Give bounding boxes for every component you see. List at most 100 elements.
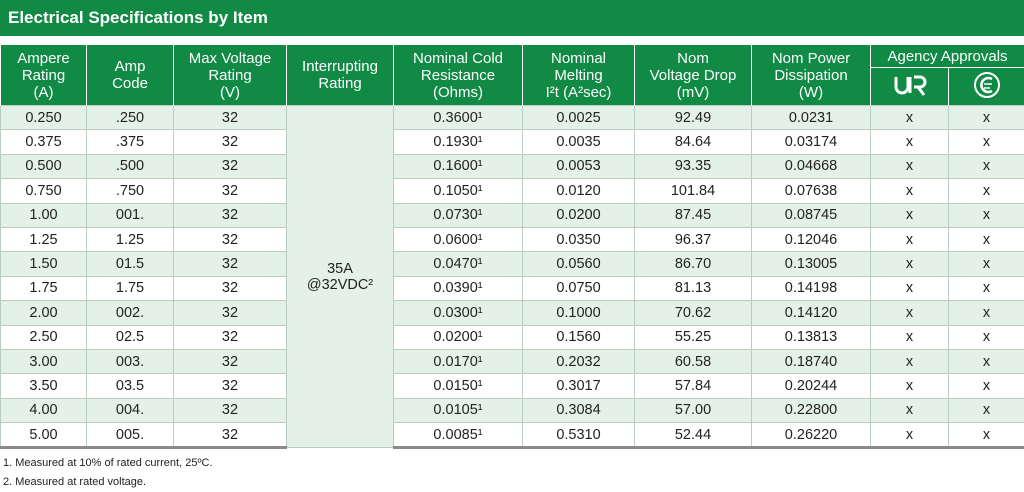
cell: x [870, 373, 949, 399]
cell: x [947, 300, 1024, 326]
column-header: Nominal Melting I²t (A²sec) [522, 45, 635, 106]
cell: 1.25 [86, 226, 174, 253]
cell: x [947, 178, 1024, 204]
cell: 0.14198 [751, 275, 871, 302]
cell: 0.1000 [522, 300, 635, 326]
table-row: 0.250.250 32 35A @32VDC² 0.3600¹ 0.0025 92.49 0… [0, 104, 1024, 449]
cell: 0.250 [0, 104, 87, 131]
cell: 0.0231 [751, 104, 871, 131]
cell: 93.35 [634, 153, 752, 180]
header-row [1, 67, 1024, 106]
cell: 0.13813 [751, 324, 871, 350]
cell: 0.500 [0, 153, 87, 180]
cell: 0.750 [0, 178, 87, 204]
cell: 32 [173, 422, 287, 450]
cell: 52.44 [634, 422, 752, 450]
cell: 0.08745 [751, 202, 871, 228]
header-line: (Ohms) [433, 83, 483, 101]
cell: 0.0350 [522, 226, 635, 253]
cell: x [947, 129, 1024, 155]
cell: x [870, 226, 949, 253]
cell: 0.0730¹ [393, 202, 523, 228]
cell: .500 [86, 153, 174, 180]
cell: x [870, 275, 949, 302]
cell: 002. [86, 300, 174, 326]
cell: x [870, 251, 949, 277]
cell: 32 [173, 324, 287, 350]
cell: .750 [86, 178, 174, 204]
cell: 0.0200 [522, 202, 635, 228]
cell: 57.84 [634, 373, 752, 399]
cell: x [947, 324, 1024, 350]
header-line: (V) [220, 83, 240, 101]
cell: 2.00 [0, 300, 87, 326]
cell: 57.00 [634, 397, 752, 424]
cell: 3.50 [0, 373, 87, 399]
cell: 0.0750 [522, 275, 635, 302]
cell: 32 [173, 397, 287, 424]
cell: 1.75 [86, 275, 174, 302]
cell: 0.0300¹ [393, 300, 523, 326]
header-line: Melting [554, 66, 603, 84]
cell: 84.64 [634, 129, 752, 155]
cell: x [870, 104, 949, 131]
cell: x [947, 251, 1024, 277]
cell: 0.0470¹ [393, 251, 523, 277]
cell: 32 [173, 178, 287, 204]
column-header: Max Voltage Rating (V) [173, 45, 287, 106]
header-line: I²t (A²sec) [545, 83, 612, 101]
column-header: Interrupting Rating [286, 45, 394, 106]
cell: 0.14120 [751, 300, 871, 326]
cell: 32 [173, 202, 287, 228]
header-line: Voltage Drop [649, 66, 737, 84]
header-line: Ampere [17, 49, 70, 67]
cell: 0.3017 [522, 373, 635, 399]
spec-table: Ampere Rating (A) Amp Code Max Voltage Rating(… [0, 45, 1024, 450]
cell: 32 [173, 104, 287, 131]
cell: 3.00 [0, 348, 87, 375]
table-row: 1.75 1.75 32 0.0390¹ 0.0750 81.13 0.14198 x x [0, 275, 1024, 302]
cell: x [947, 153, 1024, 180]
cell: 0.0390¹ [393, 275, 523, 302]
rating-line: @32VDC² [306, 276, 374, 293]
header-line: (mV) [676, 83, 710, 101]
header-line: Rating [208, 66, 252, 84]
cell: .375 [86, 129, 174, 155]
cell: x [947, 226, 1024, 253]
header-line: Rating [318, 75, 362, 92]
agency-header: Agency Approvals [869, 45, 1024, 68]
footnote: 1. Measured at 10% of rated current, 25º… [3, 457, 213, 469]
agency-icon [870, 67, 949, 106]
cell: 0.0053 [522, 153, 635, 180]
cell: 101.84 [634, 178, 752, 204]
cell: 0.0150¹ [393, 373, 523, 399]
cell: x [870, 129, 949, 155]
cell: 1.25 [0, 226, 87, 253]
cell: 0.0085¹ [393, 422, 523, 450]
table-row: 1.25 1.25 32 0.0600¹ 0.0350 96.37 0.12046 x x [0, 226, 1024, 253]
cell: 1.50 [0, 251, 87, 277]
cell: 32 [173, 153, 287, 180]
header-row: Ampere Rating (A) Amp Code Max Voltage Rating(… [0, 45, 1024, 106]
table-row: 2.00 002. 32 0.0300¹ 0.1000 70.62 0.14120 x x [0, 300, 1024, 326]
cell: 87.45 [634, 202, 752, 228]
table-row: 4.00 004. 32 0.0105¹ 0.3084 57.00 0.22800 x x [0, 397, 1024, 424]
column-header: Nominal Cold Resistance (Ohms) [393, 45, 523, 106]
cell: x [947, 275, 1024, 302]
cell: x [947, 104, 1024, 131]
cell: 0.0600¹ [393, 226, 523, 253]
header-line: Nom Power [771, 49, 851, 67]
cell: x [870, 300, 949, 326]
header-line: (A) [33, 83, 54, 101]
cell: 001. [86, 202, 174, 228]
cell: x [870, 397, 949, 424]
cell: 0.0170¹ [393, 348, 523, 375]
table-body: 0.250.250 32 35A @32VDC² 0.3600¹ 0.0025 92.49 0… [0, 104, 1024, 450]
cell: 0.3600¹ [393, 104, 523, 131]
cell: 0.03174 [751, 129, 871, 155]
cell: 86.70 [634, 251, 752, 277]
cell: 32 [173, 275, 287, 302]
header-line: Resistance [420, 66, 496, 84]
cell: 005. [86, 422, 174, 450]
